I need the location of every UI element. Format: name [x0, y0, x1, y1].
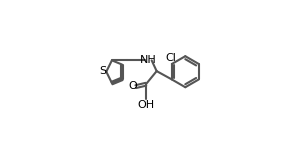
Text: O: O — [129, 81, 137, 91]
Text: OH: OH — [138, 100, 155, 110]
Text: Cl: Cl — [166, 53, 177, 63]
Text: S: S — [99, 66, 107, 76]
Text: NH: NH — [140, 55, 157, 65]
